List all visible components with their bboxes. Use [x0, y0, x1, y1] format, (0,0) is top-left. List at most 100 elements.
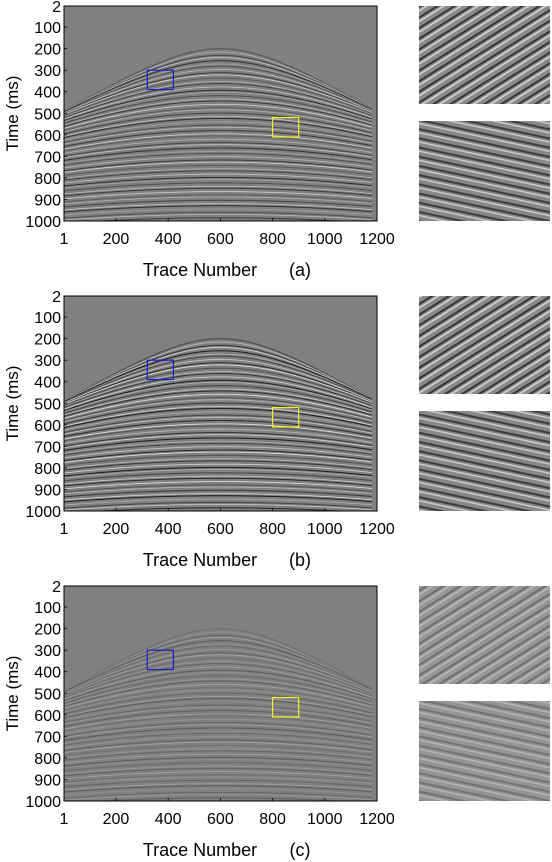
reflection-event: [64, 493, 373, 501]
reflection-event: [64, 416, 373, 435]
x-tick-label: 600: [207, 231, 234, 248]
y-tick-label: 600: [34, 418, 61, 435]
x-tick-label: 1200: [359, 521, 395, 538]
y-tick-label: 200: [34, 42, 61, 59]
reflection-event: [64, 164, 373, 176]
reflection-event: [64, 724, 373, 739]
reflection-event: [64, 715, 373, 732]
y-tick-label: 900: [34, 482, 61, 499]
reflection-event: [64, 152, 373, 166]
reflection-event: [64, 362, 373, 405]
reflection-event: [64, 776, 373, 785]
y-tick-label: 700: [34, 149, 61, 166]
reflection-event: [64, 785, 373, 793]
reflection-event: [64, 74, 373, 115]
reflection-event: [64, 390, 373, 417]
reflection-event: [64, 112, 373, 135]
x-tick-label: 1200: [359, 231, 395, 248]
y-tick-label: 100: [34, 310, 61, 327]
reflection-event: [64, 643, 373, 693]
reflection-event: [64, 98, 373, 126]
reflection-event: [64, 654, 373, 695]
reflection-event: [64, 142, 373, 157]
inset-shade: [419, 296, 550, 394]
inset-shade: [419, 411, 550, 511]
zoom-box-blue: [146, 69, 174, 91]
zoom-box-yellow: [271, 406, 300, 428]
reflection-event: [64, 95, 373, 124]
reflection-event: [64, 350, 373, 403]
reflection-event: [64, 121, 373, 141]
reflection-event: [64, 63, 373, 113]
reflection-event: [64, 411, 373, 431]
y-tick-label: 300: [34, 63, 61, 80]
reflection-event: [64, 486, 373, 495]
reflection-event: [64, 156, 373, 169]
reflection-event: [64, 657, 373, 697]
reflection-event: [64, 182, 373, 192]
y-axis-label: Time (ms): [3, 366, 22, 442]
inset-waveform: [419, 701, 550, 801]
reflection-event: [64, 709, 373, 728]
reflection-event: [64, 477, 373, 487]
reflection-event: [64, 60, 373, 113]
reflection-event: [64, 645, 373, 693]
reflection-event: [64, 627, 373, 693]
reflection-event: [64, 341, 373, 402]
reflection-event: [64, 661, 373, 698]
reflection-event: [64, 385, 373, 414]
inset-shade: [419, 701, 550, 801]
reflection-event: [64, 634, 373, 692]
reflection-event: [64, 701, 373, 721]
reflection-event: [64, 495, 373, 503]
reflection-event: [64, 783, 373, 791]
reflection-event: [64, 460, 373, 471]
reflection-event: [64, 501, 373, 509]
reflection-event: [64, 147, 373, 162]
reflection-event: [64, 89, 373, 122]
reflection-event: [64, 54, 373, 112]
y-tick-label: 400: [34, 375, 61, 392]
inset-waveform: [419, 121, 550, 221]
y-tick-label: 2: [52, 289, 61, 306]
reflection-event: [64, 683, 373, 709]
reflection-event: [64, 117, 373, 139]
reflection-event: [64, 124, 373, 144]
reflection-event: [64, 138, 373, 154]
reflection-event: [64, 678, 373, 706]
reflection-event: [64, 196, 373, 205]
y-tick-label: 1000: [25, 794, 61, 811]
reflection-event: [64, 730, 373, 744]
y-tick-label: 600: [34, 128, 61, 145]
reflection-event: [64, 179, 373, 189]
reflection-event: [64, 199, 373, 208]
reflection-event: [64, 407, 373, 429]
inset-zoom-blue: [419, 586, 550, 684]
reflection-event: [64, 168, 373, 179]
inset-shade: [419, 6, 550, 104]
x-tick-label: 1000: [307, 811, 343, 828]
reflection-event: [184, 510, 258, 511]
reflection-event: [64, 355, 373, 403]
x-tick-label: 1200: [359, 811, 395, 828]
y-tick-label: 2: [52, 579, 61, 596]
reflection-event: [64, 203, 373, 211]
reflection-event: [64, 449, 373, 462]
reflection-event: [64, 83, 373, 119]
y-tick-label: 500: [34, 686, 61, 703]
x-axis-label: Trace Number: [143, 840, 257, 860]
y-tick-label: 600: [34, 708, 61, 725]
reflection-event: [64, 47, 373, 113]
inset-waveform: [419, 411, 550, 511]
reflection-event: [64, 469, 373, 479]
reflection-event: [64, 432, 373, 447]
reflection-event: [64, 440, 373, 454]
reflection-event: [64, 173, 373, 184]
reflection-event: [64, 406, 373, 427]
reflection-event: [90, 217, 351, 221]
reflection-event: [64, 56, 373, 112]
reflection-event: [90, 507, 351, 511]
reflection-event: [64, 640, 373, 693]
x-tick-label: 400: [155, 811, 182, 828]
